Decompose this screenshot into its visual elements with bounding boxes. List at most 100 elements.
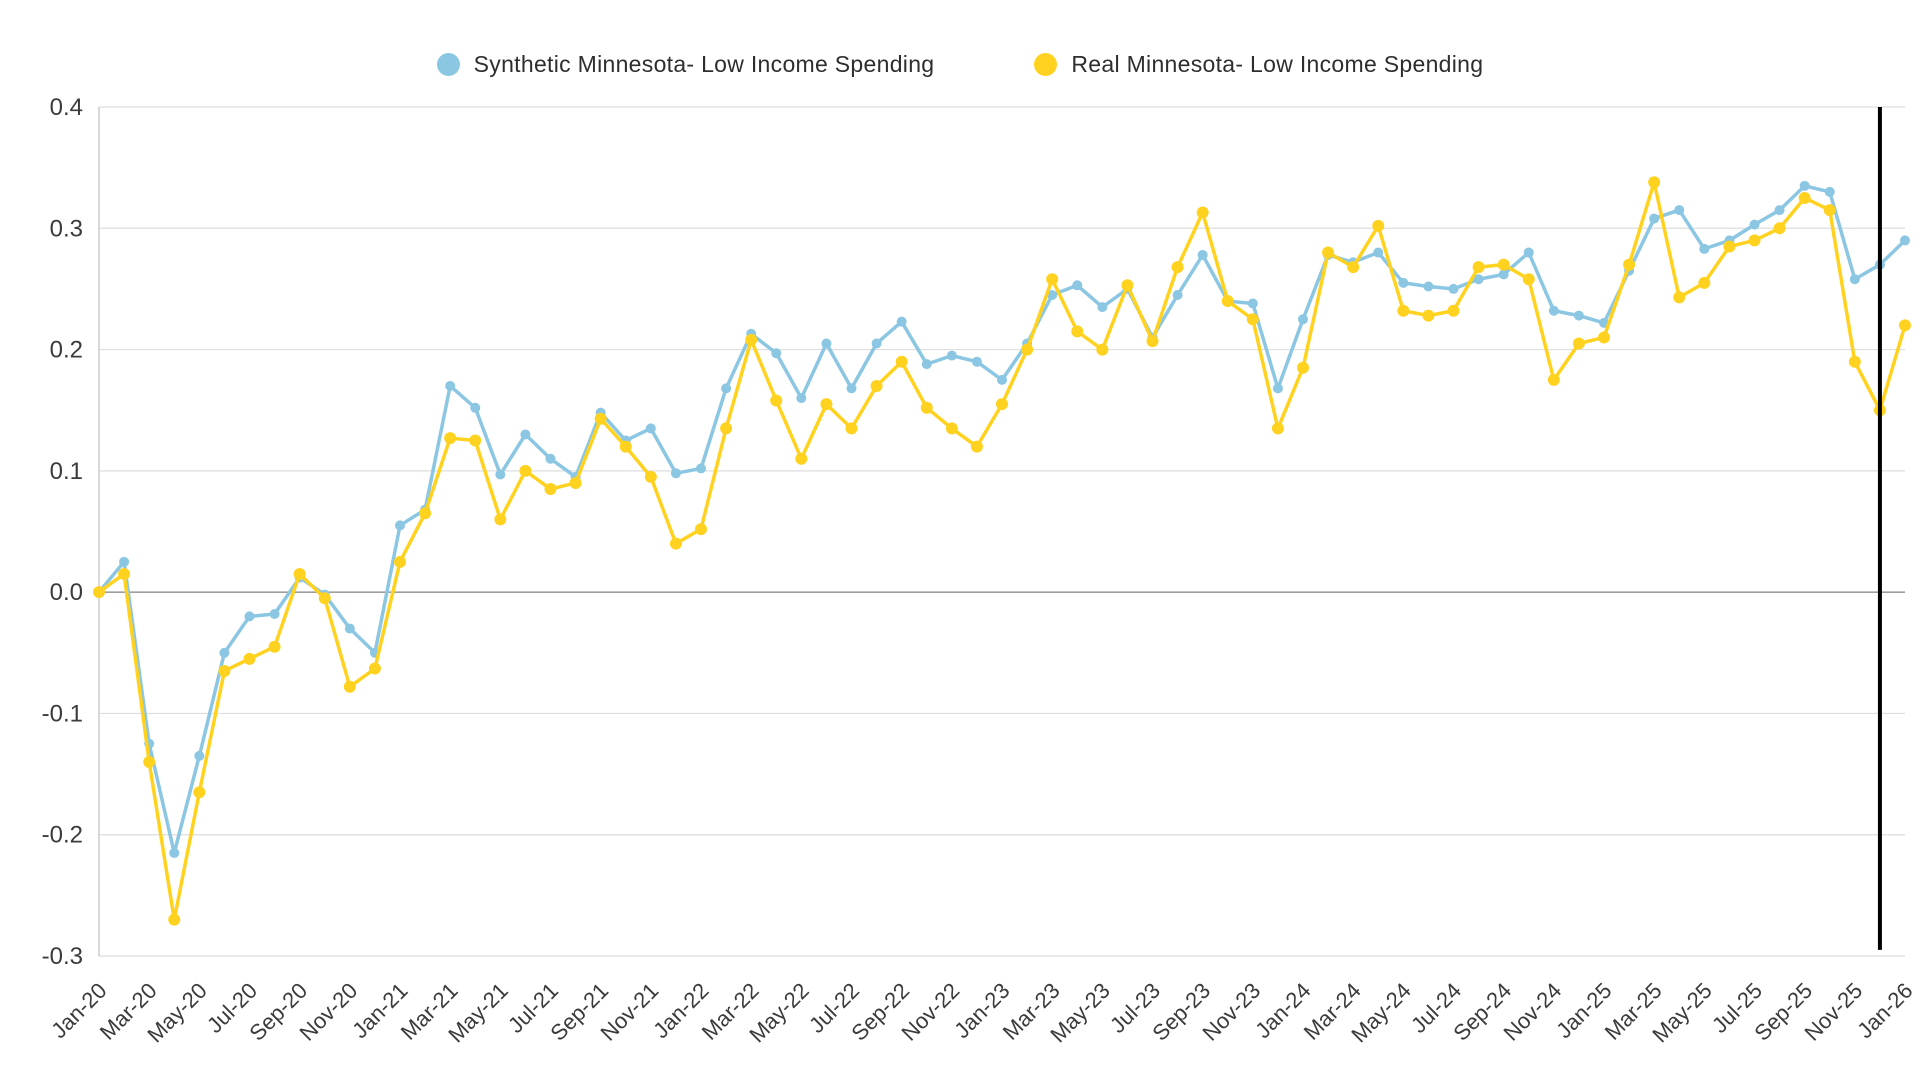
synthetic-data-point	[1172, 289, 1183, 300]
synthetic-data-point	[545, 453, 556, 464]
real-data-point	[444, 432, 457, 445]
synthetic-data-point	[721, 383, 732, 394]
real-data-point	[1648, 176, 1661, 189]
x-tick-label: Jan-26	[1852, 978, 1917, 1043]
real-data-point	[619, 440, 632, 453]
real-data-point	[1271, 422, 1284, 435]
synthetic-data-point	[846, 383, 857, 394]
real-data-point	[218, 664, 231, 677]
real-data-point	[1297, 361, 1309, 374]
legend-label-synthetic: Synthetic Minnesota- Low Income Spending	[473, 50, 935, 77]
real-data-point	[1397, 304, 1410, 317]
real-data-point	[1773, 222, 1786, 235]
synthetic-data-point	[445, 380, 456, 391]
real-data-point	[1623, 258, 1636, 271]
real-series-line	[97, 180, 1907, 922]
synthetic-data-point	[971, 356, 982, 367]
legend-label-real: Real Minnesota- Low Income Spending	[1071, 50, 1484, 77]
synthetic-series-line	[97, 184, 1907, 855]
synthetic-data-point	[821, 338, 832, 349]
real-data-point	[669, 537, 682, 550]
synthetic-data-point	[1900, 235, 1910, 246]
real-data-point	[845, 422, 858, 435]
synthetic-data-point	[771, 348, 782, 359]
real-data-point	[1121, 279, 1134, 292]
real-data-point	[795, 452, 808, 465]
x-tick-label: Nov-20	[295, 978, 363, 1046]
real-data-point	[1848, 355, 1861, 368]
real-data-point	[469, 434, 482, 447]
synthetic-data-point	[946, 350, 957, 361]
synthetic-data-point	[1849, 274, 1860, 285]
synthetic-data-point	[1197, 249, 1208, 260]
synthetic-data-point	[1523, 247, 1534, 258]
real-data-point	[1522, 273, 1535, 286]
y-tick-label: 0.1	[50, 458, 83, 485]
line-chart: -0.3-0.2-0.10.00.10.20.30.4Jan-20Mar-20M…	[42, 94, 1918, 1047]
synthetic-data-point	[871, 338, 882, 349]
real-data-point	[996, 398, 1008, 411]
real-data-point	[143, 755, 156, 768]
real-data-point	[1472, 261, 1485, 274]
synthetic-data-point	[244, 611, 255, 622]
synthetic-data-point	[194, 750, 205, 761]
legend-dot-real-icon	[1034, 52, 1058, 76]
real-data-point	[343, 680, 356, 693]
real-data-point	[1146, 335, 1159, 348]
x-tick-label: Nov-21	[596, 978, 664, 1046]
synthetic-data-point	[1298, 314, 1308, 325]
real-data-point	[870, 379, 883, 392]
real-data-point	[745, 333, 758, 346]
real-data-point	[293, 567, 306, 580]
synthetic-data-point	[670, 468, 681, 479]
real-data-point	[644, 470, 657, 483]
real-data-point	[1547, 373, 1560, 386]
real-data-point	[168, 913, 181, 926]
synthetic-data-point	[796, 393, 807, 404]
real-data-point	[1748, 234, 1761, 247]
synthetic-data-point	[1498, 269, 1509, 280]
synthetic-data-point	[1749, 219, 1760, 230]
real-data-point	[1723, 240, 1736, 253]
real-data-point	[1698, 276, 1711, 289]
real-data-point	[569, 476, 582, 489]
real-data-point	[770, 394, 783, 407]
synthetic-data-point	[495, 469, 506, 480]
synthetic-data-point	[696, 463, 706, 474]
real-data-point	[368, 662, 381, 675]
synthetic-data-point	[1573, 310, 1584, 321]
synthetic-data-point	[1423, 281, 1434, 292]
real-data-point	[1196, 206, 1209, 219]
real-data-point	[1096, 343, 1109, 356]
y-tick-label: 0.2	[50, 337, 83, 364]
real-data-point	[1372, 219, 1385, 232]
y-tick-label: -0.3	[42, 943, 83, 970]
real-data-point	[394, 555, 406, 568]
y-tick-label: 0.3	[50, 215, 83, 242]
real-data-point	[1347, 261, 1360, 274]
synthetic-data-point	[997, 374, 1007, 385]
synthetic-data-point	[1674, 205, 1685, 216]
synthetic-data-point	[1774, 205, 1785, 216]
real-data-point	[1899, 319, 1911, 332]
real-data-point	[243, 652, 256, 665]
real-data-point	[193, 786, 206, 799]
real-data-point	[1021, 343, 1034, 356]
real-data-point	[1246, 313, 1259, 326]
synthetic-data-point	[1097, 302, 1108, 313]
real-data-point	[1798, 191, 1811, 204]
real-data-point	[544, 483, 557, 496]
real-data-point	[820, 398, 833, 411]
real-data-point	[1221, 295, 1234, 308]
real-data-point	[1497, 258, 1510, 271]
real-data-point	[895, 355, 908, 368]
legend-item-real: Real Minnesota- Low Income Spending	[1034, 51, 1483, 78]
x-tick-label: Nov-24	[1499, 978, 1567, 1046]
real-data-point	[118, 567, 131, 580]
synthetic-data-point	[1473, 274, 1484, 285]
real-data-point	[268, 640, 281, 653]
real-data-point	[1071, 325, 1084, 338]
synthetic-data-point	[395, 520, 405, 531]
synthetic-data-point	[219, 647, 230, 658]
